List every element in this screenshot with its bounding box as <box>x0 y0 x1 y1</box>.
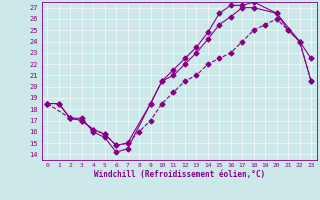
X-axis label: Windchill (Refroidissement éolien,°C): Windchill (Refroidissement éolien,°C) <box>94 170 265 179</box>
